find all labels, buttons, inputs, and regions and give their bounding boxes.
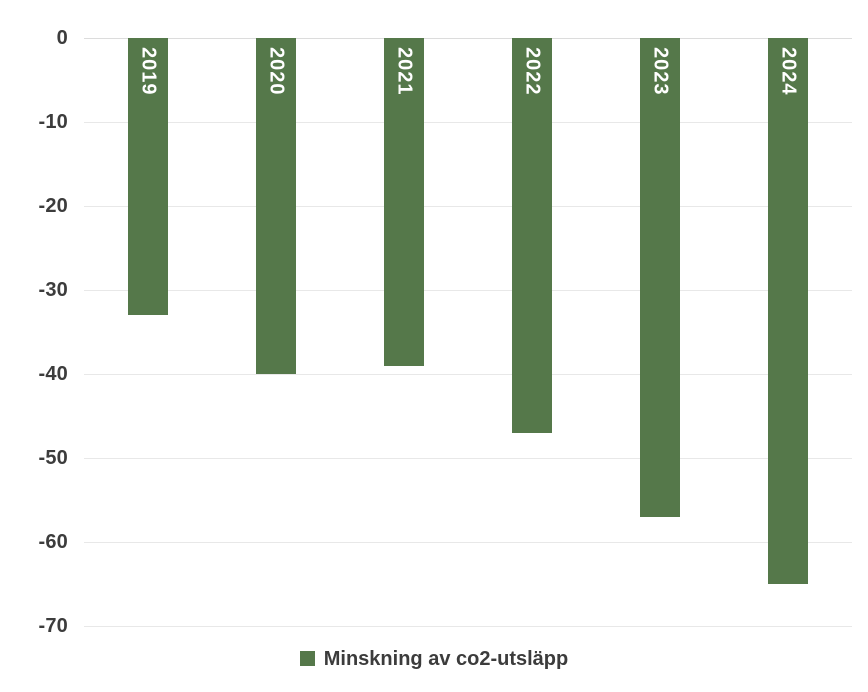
bar-category-label: 2024 [777, 47, 800, 96]
gridline [84, 290, 852, 291]
bar-category-label: 2023 [649, 47, 672, 96]
legend-swatch-icon [299, 651, 315, 666]
bar-category-label: 2022 [521, 47, 544, 96]
y-axis-tick-label: -20 [38, 195, 68, 217]
bar-2020: 2020 [256, 38, 296, 374]
y-axis-tick-label: -30 [38, 279, 68, 301]
bar-2024: 2024 [768, 38, 808, 584]
bar-2023: 2023 [640, 38, 680, 517]
y-axis-tick-label: -60 [38, 531, 68, 553]
y-axis-tick-label: -70 [38, 615, 68, 637]
gridline [84, 542, 852, 543]
y-axis-tick-label: -50 [38, 447, 68, 469]
bar-2019: 2019 [128, 38, 168, 315]
gridline [84, 626, 852, 627]
bar-category-label: 2020 [265, 47, 288, 96]
y-axis-tick-label: 0 [56, 27, 68, 49]
gridline [84, 374, 852, 375]
legend-label: Minskning av co2-utsläpp [323, 648, 569, 670]
bar-2022: 2022 [512, 38, 552, 433]
gridline [84, 458, 852, 459]
legend: Minskning av co2-utsläpp [0, 647, 868, 671]
gridline [84, 122, 852, 123]
zero-gridline [84, 38, 852, 39]
bar-2021: 2021 [384, 38, 424, 366]
bar-category-label: 2019 [137, 47, 160, 96]
y-axis-tick-label: -40 [38, 363, 68, 385]
y-axis-tick-label: -10 [38, 111, 68, 133]
bar-category-label: 2021 [393, 47, 416, 96]
gridline [84, 206, 852, 207]
